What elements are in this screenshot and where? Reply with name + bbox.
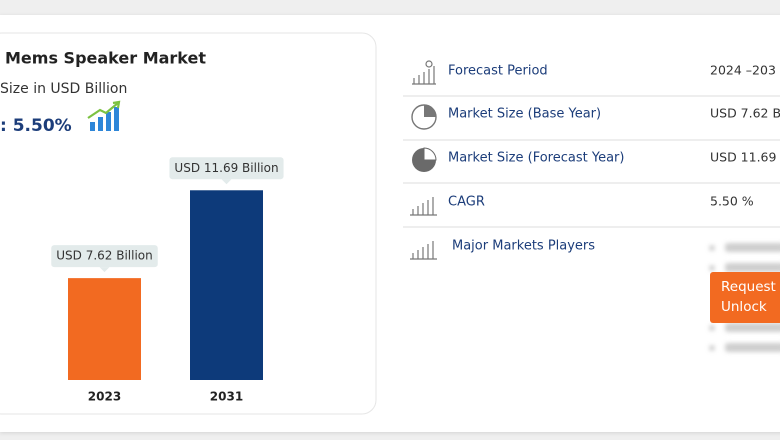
row-value: USD 11.69 B (710, 150, 780, 165)
icon (412, 60, 436, 85)
cagr-text: : 5.50% (0, 116, 72, 136)
request-button[interactable] (710, 272, 780, 323)
row-value: USD 7.62 B (710, 106, 780, 121)
chart-subtitle: Size in USD Billion (0, 81, 127, 97)
growth-icon (87, 100, 121, 131)
row-label: Major Markets Players (452, 239, 595, 254)
button-text[interactable]: Unlock (721, 299, 767, 315)
value-label-box (51, 245, 158, 268)
value-label-text: USD 11.69 Billion (174, 161, 278, 175)
button-text[interactable]: Request (721, 279, 776, 295)
value-label: USD 11.69 Billion (169, 157, 284, 185)
icon (410, 197, 437, 216)
row-label: Market Size (Base Year) (448, 107, 601, 122)
value-label-box (169, 157, 284, 180)
blurred-players (709, 243, 780, 352)
icon (410, 241, 437, 260)
x-tick-label: 2031 (210, 390, 243, 404)
icon (412, 147, 437, 172)
row-label: Forecast Period (448, 64, 548, 79)
row-label: Market Size (Forecast Year) (448, 151, 624, 166)
value-label: USD 7.62 Billion (51, 245, 158, 273)
bar-chart: USD 7.62 Billion 2023 USD 11.69 Billion 203… (51, 157, 284, 404)
info-table: Forecast Period 2024 –203 Market Size (B… (403, 60, 780, 352)
row-label: CAGR (448, 195, 485, 210)
bar (68, 278, 141, 380)
chart-title: Mems Speaker Market (5, 49, 206, 68)
value-label-text: USD 7.62 Billion (56, 249, 153, 263)
row-value: 2024 –203 (710, 63, 776, 78)
icon (411, 104, 437, 130)
x-tick-label: 2023 (88, 390, 121, 404)
row-value: 5.50 % (710, 194, 754, 209)
value-label-pointer (221, 179, 232, 185)
bar (190, 190, 263, 380)
value-label-pointer (99, 267, 110, 273)
